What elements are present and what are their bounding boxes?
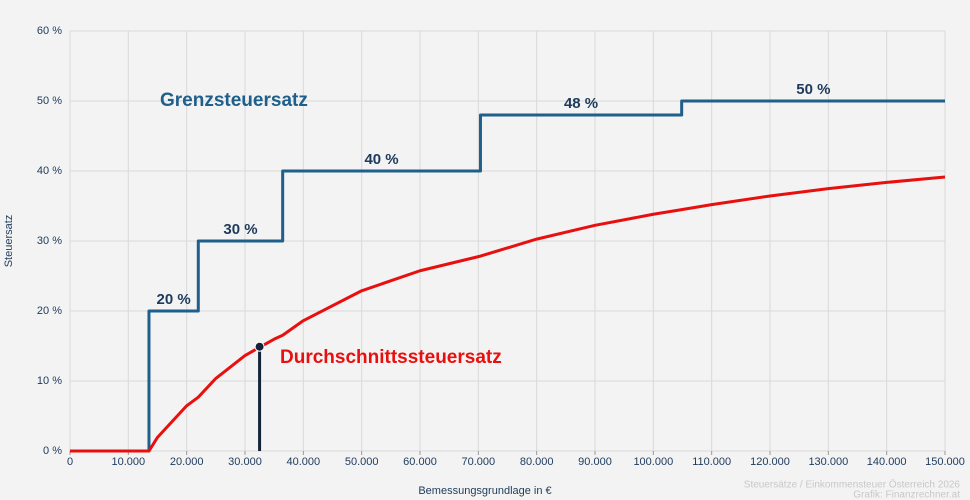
y-tick-label: 50 %	[37, 95, 62, 107]
x-tick-label: 150.000	[925, 456, 965, 468]
x-tick-label: 70.000	[462, 456, 496, 468]
x-tick-label: 90.000	[578, 456, 612, 468]
series-name: Durchschnittssteuersatz	[280, 347, 502, 368]
x-tick-label: 140.000	[867, 456, 907, 468]
x-tick-label: 60.000	[403, 456, 437, 468]
y-tick-label: 60 %	[37, 25, 62, 37]
step-label: 50 %	[796, 81, 830, 98]
y-tick-label: 0 %	[43, 445, 62, 457]
x-tick-label: 110.000	[692, 456, 731, 468]
x-axis-label: Bemessungsgrundlage in €	[418, 485, 551, 497]
x-tick-label: 30.000	[228, 456, 262, 468]
x-tick-label: 80.000	[520, 456, 554, 468]
step-label: 40 %	[364, 151, 398, 168]
x-tick-label: 10.000	[112, 456, 146, 468]
series-line	[70, 175, 946, 453]
y-tick-label: 40 %	[37, 165, 62, 177]
y-tick-label: 30 %	[37, 235, 62, 247]
x-tick-label: 20.000	[170, 456, 204, 468]
y-axis-label: Steuersatz	[3, 215, 15, 268]
step-label: 30 %	[223, 221, 257, 238]
x-tick-label: 120.000	[750, 456, 790, 468]
source-note: Steuersätze / Einkommensteuer Österreich…	[744, 479, 961, 491]
y-tick-label: 20 %	[37, 305, 62, 317]
step-label: 20 %	[157, 291, 191, 308]
x-tick-label: 50.000	[345, 456, 379, 468]
step-label: 48 %	[564, 95, 598, 112]
x-tick-label: 100.000	[633, 456, 673, 468]
x-tick-label: 40.000	[287, 456, 321, 468]
source-note: Grafik: Finanzrechner.at	[853, 490, 960, 500]
series-line	[70, 99, 945, 453]
series-name: Grenzsteuersatz	[160, 90, 308, 111]
marker-dot	[254, 341, 265, 352]
x-tick-label: 130.000	[808, 456, 848, 468]
y-tick-label: 10 %	[37, 375, 62, 387]
x-tick-label: 0	[67, 456, 73, 468]
